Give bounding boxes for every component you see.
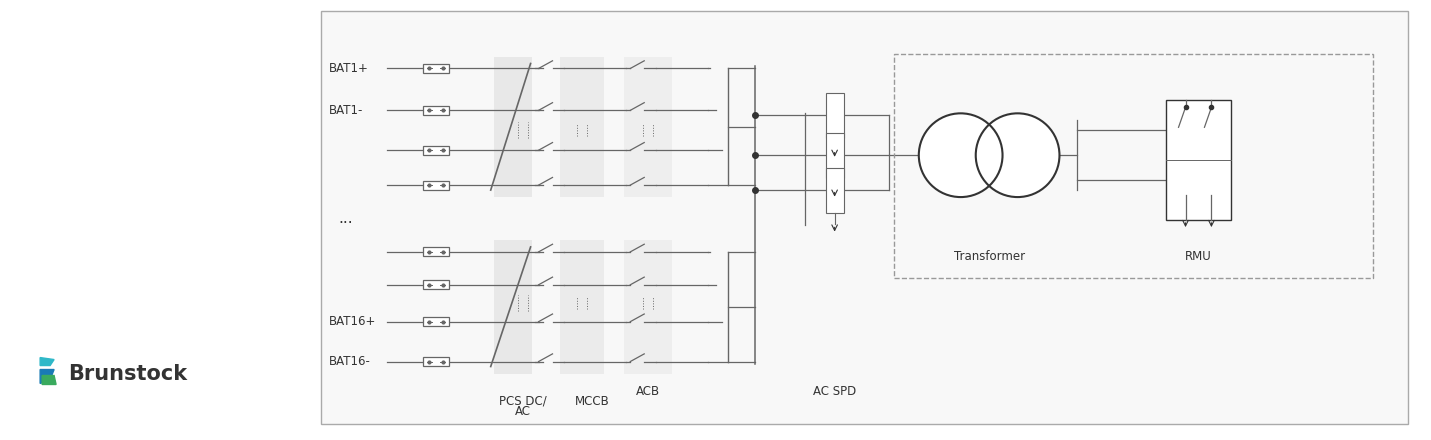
Bar — [894, 54, 1372, 278]
Bar — [424, 317, 449, 326]
Polygon shape — [40, 358, 54, 366]
Bar — [494, 240, 531, 374]
Text: AC SPD: AC SPD — [813, 385, 856, 398]
Text: MCCB: MCCB — [575, 395, 610, 408]
Bar — [561, 240, 604, 374]
Bar — [321, 11, 1408, 424]
Bar — [826, 168, 844, 213]
Circle shape — [976, 114, 1059, 197]
Bar — [424, 247, 449, 257]
Bar — [424, 106, 449, 115]
Bar — [424, 280, 449, 289]
Text: RMU: RMU — [1185, 250, 1212, 263]
Text: BAT1-: BAT1- — [329, 104, 363, 117]
Bar — [494, 56, 531, 197]
Circle shape — [919, 114, 1003, 197]
Text: Transformer: Transformer — [953, 250, 1025, 263]
Bar — [561, 56, 604, 197]
Bar — [1166, 100, 1231, 220]
Text: Brunstock: Brunstock — [69, 363, 187, 384]
Bar — [424, 64, 449, 73]
Text: BAT16+: BAT16+ — [329, 315, 376, 328]
Bar — [624, 56, 673, 197]
Bar — [424, 357, 449, 366]
Bar — [424, 181, 449, 190]
Text: BAT1+: BAT1+ — [329, 62, 369, 75]
Text: ...: ... — [339, 210, 353, 226]
Text: PCS DC/: PCS DC/ — [499, 395, 547, 408]
Text: BAT16-: BAT16- — [329, 355, 371, 368]
Bar — [624, 240, 673, 374]
Bar — [424, 146, 449, 155]
Bar — [826, 133, 844, 178]
Text: ACB: ACB — [637, 385, 660, 398]
Polygon shape — [41, 375, 56, 385]
Polygon shape — [40, 370, 54, 384]
Bar — [826, 93, 844, 138]
Text: AC: AC — [515, 405, 531, 418]
